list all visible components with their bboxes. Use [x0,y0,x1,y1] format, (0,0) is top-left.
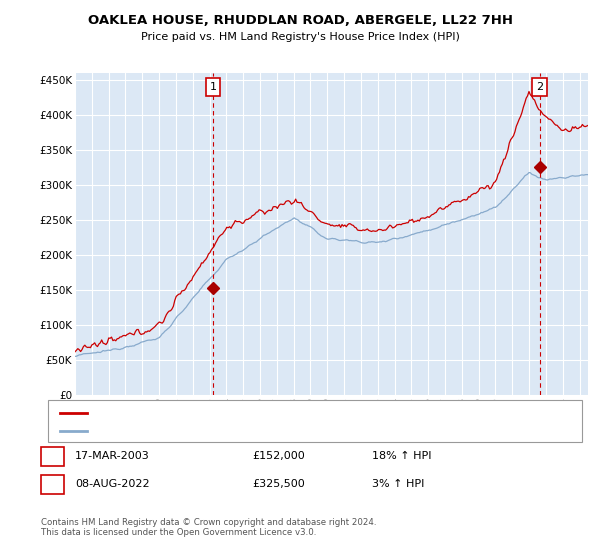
Text: 3% ↑ HPI: 3% ↑ HPI [372,479,424,489]
Text: OAKLEA HOUSE, RHUDDLAN ROAD, ABERGELE, LL22 7HH: OAKLEA HOUSE, RHUDDLAN ROAD, ABERGELE, L… [88,14,512,27]
Text: 1: 1 [49,451,56,461]
Text: £152,000: £152,000 [252,451,305,461]
Text: Price paid vs. HM Land Registry's House Price Index (HPI): Price paid vs. HM Land Registry's House … [140,32,460,42]
Text: Contains HM Land Registry data © Crown copyright and database right 2024.
This d: Contains HM Land Registry data © Crown c… [41,518,376,538]
Text: 17-MAR-2003: 17-MAR-2003 [75,451,150,461]
Text: OAKLEA HOUSE, RHUDDLAN ROAD, ABERGELE, LL22 7HH (detached house): OAKLEA HOUSE, RHUDDLAN ROAD, ABERGELE, L… [90,408,461,418]
Text: £325,500: £325,500 [252,479,305,489]
Text: 08-AUG-2022: 08-AUG-2022 [75,479,149,489]
Text: 2: 2 [49,479,56,489]
Text: 1: 1 [209,82,217,92]
Text: 18% ↑ HPI: 18% ↑ HPI [372,451,431,461]
Text: 2: 2 [536,82,543,92]
Text: HPI: Average price, detached house, Conwy: HPI: Average price, detached house, Conw… [90,426,304,436]
